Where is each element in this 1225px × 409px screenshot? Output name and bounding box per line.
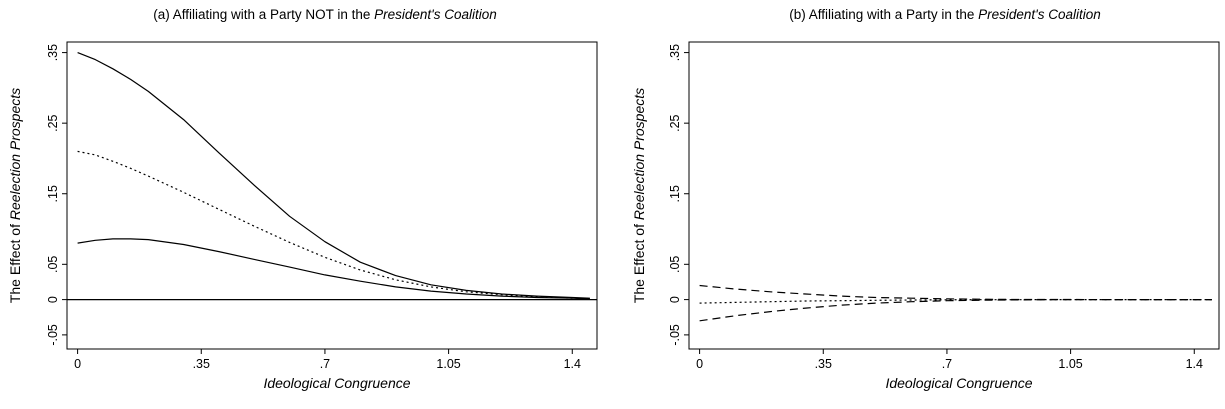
x-tick-label: .35: [193, 357, 210, 371]
y-axis-label: The Effect of Reelection Prospects: [631, 88, 647, 303]
chart-title-text: (a) Affiliating with a Party NOT in the: [153, 7, 374, 22]
x-tick-label: .7: [942, 357, 952, 371]
series-line-3-solid: [77, 238, 590, 300]
y-axis-label-text: The Effect of: [7, 220, 23, 303]
y-tick-label: 0: [46, 296, 60, 303]
x-tick-label: 0: [696, 357, 703, 371]
y-tick-label: .05: [46, 256, 60, 273]
series-line-1-dashed: [699, 284, 1212, 301]
y-tick-label: .15: [668, 185, 682, 202]
x-tick-label: 1.4: [564, 357, 581, 371]
y-axis-label-text: The Effect of: [631, 220, 647, 303]
chart-panel-b: (b) Affiliating with a Party in the Pres…: [631, 7, 1220, 391]
x-tick-label: 1.4: [1186, 357, 1203, 371]
y-tick-label: .35: [46, 44, 60, 61]
y-tick-label: 0: [668, 296, 682, 303]
y-tick-label: -.05: [668, 324, 682, 346]
chart-title: (a) Affiliating with a Party NOT in the …: [153, 7, 497, 22]
chart-title: (b) Affiliating with a Party in the Pres…: [789, 7, 1100, 22]
y-tick-label: -.05: [46, 324, 60, 346]
y-tick-label: .15: [46, 185, 60, 202]
chart-title-italic: President's Coalition: [374, 7, 497, 22]
chart-title-text: (b) Affiliating with a Party in the: [789, 7, 978, 22]
x-axis-label: Ideological Congruence: [263, 375, 410, 391]
y-tick-label: .35: [668, 44, 682, 61]
plot-frame: [688, 41, 1220, 350]
x-tick-label: 1.05: [1058, 357, 1082, 371]
x-tick-label: 1.05: [436, 357, 460, 371]
series-line-3-dashed: [699, 299, 1212, 322]
x-tick-label: .35: [815, 357, 832, 371]
y-axis-label-italic: Reelection Prospects: [7, 88, 23, 220]
y-tick-label: .25: [668, 114, 682, 131]
x-axis-label: Ideological Congruence: [885, 375, 1032, 391]
plot-frame: [66, 41, 598, 350]
chart-title-italic: President's Coalition: [978, 7, 1101, 22]
y-tick-label: .05: [668, 256, 682, 273]
series-line-1-solid: [77, 52, 590, 299]
x-tick-label: 0: [74, 357, 81, 371]
y-axis-label: The Effect of Reelection Prospects: [7, 88, 23, 303]
chart-panel-a: (a) Affiliating with a Party NOT in the …: [7, 7, 598, 391]
x-tick-label: .7: [320, 357, 330, 371]
series-line-2-dotted: [699, 299, 1212, 304]
y-tick-label: .25: [46, 114, 60, 131]
series-line-2-dotted: [77, 150, 590, 299]
y-axis-label-italic: Reelection Prospects: [631, 88, 647, 220]
